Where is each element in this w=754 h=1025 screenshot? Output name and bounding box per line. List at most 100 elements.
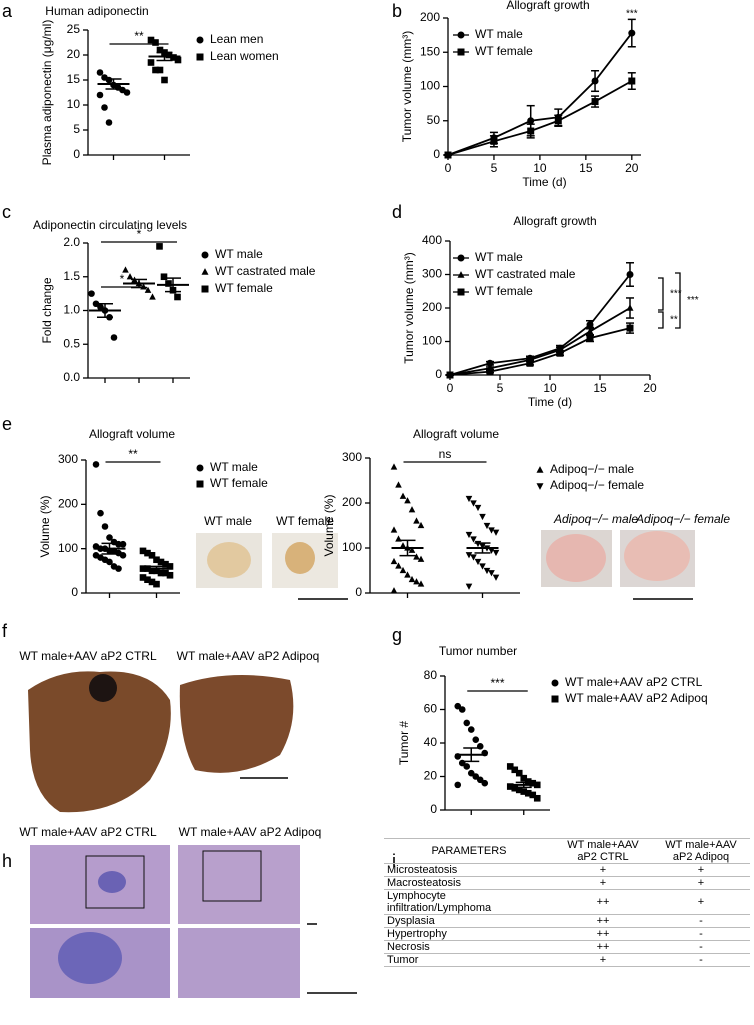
data-point <box>115 565 122 572</box>
photo-label: Adipoq−/− male <box>553 512 638 526</box>
data-point <box>174 293 181 301</box>
legend-marker <box>457 288 465 296</box>
panel-label: g <box>392 625 402 645</box>
data-point <box>399 542 407 549</box>
data-point <box>147 36 155 44</box>
significance-label: *** <box>626 9 638 20</box>
data-point <box>463 719 471 727</box>
panel-label: d <box>392 202 402 222</box>
data-point <box>152 66 159 74</box>
table-row: Hypertrophy ++ - <box>384 927 750 941</box>
data-point <box>556 349 564 357</box>
y-tick-label: 10 <box>67 97 81 111</box>
data-point <box>156 46 164 54</box>
liver-photo <box>179 675 294 773</box>
y-tick-label: 0 <box>433 147 440 161</box>
chart-title: Allograft volume <box>413 427 499 441</box>
y-tick-label: 1.0 <box>63 303 80 317</box>
data-point <box>483 522 491 530</box>
tumor-photo <box>207 542 251 578</box>
legend-marker <box>551 695 559 703</box>
data-point <box>554 117 562 125</box>
y-tick-label: 0.0 <box>63 370 80 384</box>
x-tick-label: 10 <box>543 381 557 395</box>
data-point <box>395 481 402 488</box>
data-point <box>454 781 462 789</box>
data-point <box>148 552 156 559</box>
series-line <box>447 32 633 156</box>
data-point <box>157 569 165 577</box>
data-point <box>399 566 407 574</box>
data-point <box>417 555 425 562</box>
data-point <box>524 789 532 797</box>
data-point <box>119 540 127 548</box>
data-point <box>511 766 519 774</box>
y-tick-label: 0 <box>355 585 362 599</box>
legend-label: WT female <box>215 281 273 295</box>
data-point <box>408 575 416 583</box>
y-tick-label: 100 <box>342 540 362 554</box>
data-point <box>470 536 477 543</box>
data-point <box>399 492 407 499</box>
liver-photo <box>28 671 171 813</box>
legend-marker <box>457 31 465 39</box>
x-tick-label: 0 <box>445 161 452 175</box>
chart-title: Tumor number <box>439 644 517 658</box>
data-point <box>529 779 537 787</box>
data-point <box>96 69 104 76</box>
tumor-photo <box>89 674 117 702</box>
chart-title: Human adiponectin <box>45 4 148 18</box>
table-cell: ++ <box>554 927 652 941</box>
y-axis-label: Volume (%) <box>322 494 336 556</box>
legend-label: WT male+AAV aP2 CTRL <box>565 675 703 689</box>
legend-label: WT castrated male <box>475 267 576 281</box>
y-tick-label: 80 <box>424 668 438 682</box>
legend-label: Lean women <box>210 49 279 63</box>
legend-marker <box>457 271 465 278</box>
y-axis-label: Tumor # <box>397 721 411 766</box>
x-tick-label: 15 <box>579 161 593 175</box>
data-point <box>165 51 173 59</box>
tumor-photo <box>546 534 606 582</box>
x-tick-label: 15 <box>593 381 607 395</box>
chart-title: Allograft growth <box>513 214 596 228</box>
data-point <box>122 266 129 273</box>
significance-label: * <box>137 227 142 241</box>
y-tick-label: 2.0 <box>63 235 80 249</box>
y-axis-label: Plasma adiponectin (μg/ml) <box>40 20 54 166</box>
significance-label: ** <box>134 29 144 43</box>
data-point <box>96 91 104 99</box>
data-point <box>404 497 411 504</box>
y-axis-label: Tumor volume (mm³) <box>400 31 414 143</box>
data-point <box>470 554 477 561</box>
y-tick-label: 0.5 <box>63 336 80 350</box>
table-cell: + <box>652 863 750 877</box>
photo-label: WT male+AAV aP2 CTRL <box>19 649 157 663</box>
significance-label: ** <box>128 447 138 461</box>
legend-marker <box>551 679 559 687</box>
histology-image <box>178 845 300 924</box>
y-tick-label: 0 <box>71 585 78 599</box>
data-point <box>446 371 454 379</box>
tumor-photo <box>285 542 315 574</box>
chart-title: Allograft volume <box>89 427 175 441</box>
data-point <box>105 76 113 84</box>
legend-label: WT male <box>475 250 523 264</box>
panel-label: b <box>392 1 402 21</box>
data-point <box>524 778 532 785</box>
data-point <box>506 783 514 790</box>
data-point <box>515 786 523 794</box>
significance-label: *** <box>490 676 504 690</box>
data-point <box>470 500 477 507</box>
data-point <box>476 776 484 784</box>
data-point <box>152 39 159 46</box>
data-point <box>628 29 636 37</box>
legend-label: Adipoq−/− female <box>550 478 644 492</box>
panel-label: h <box>2 851 12 871</box>
data-point <box>626 304 634 311</box>
data-point <box>390 463 398 470</box>
y-tick-label: 200 <box>58 497 78 511</box>
data-point <box>390 557 398 565</box>
legend-marker <box>196 53 204 61</box>
y-tick-label: 50 <box>427 113 441 127</box>
